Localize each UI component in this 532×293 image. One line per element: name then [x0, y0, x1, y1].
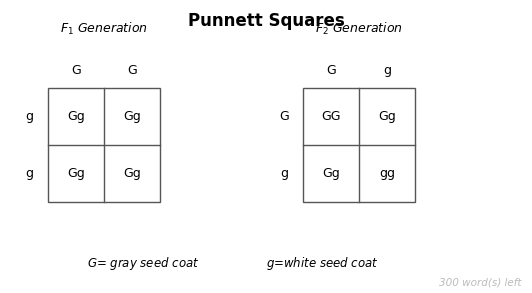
Text: G: G — [326, 64, 336, 77]
Text: $F_1$ Generation: $F_1$ Generation — [60, 21, 148, 37]
Bar — [303, 88, 415, 202]
Text: g: g — [25, 167, 34, 180]
Text: g: g — [280, 167, 289, 180]
Text: Punnett Squares: Punnett Squares — [188, 12, 344, 30]
Text: GG: GG — [321, 110, 341, 123]
Text: 300 word(s) left: 300 word(s) left — [439, 277, 521, 287]
Text: $g$=white seed coat: $g$=white seed coat — [266, 255, 379, 272]
Text: Gg: Gg — [123, 167, 140, 180]
Text: Gg: Gg — [322, 167, 340, 180]
Bar — [48, 88, 160, 202]
Text: g: g — [383, 64, 391, 77]
Text: Gg: Gg — [378, 110, 396, 123]
Text: $G$= gray seed coat: $G$= gray seed coat — [87, 255, 200, 272]
Text: g: g — [25, 110, 34, 123]
Text: Gg: Gg — [67, 110, 85, 123]
Text: gg: gg — [379, 167, 395, 180]
Text: G: G — [280, 110, 289, 123]
Text: G: G — [71, 64, 81, 77]
Text: Gg: Gg — [67, 167, 85, 180]
Text: Gg: Gg — [123, 110, 140, 123]
Text: G: G — [127, 64, 137, 77]
Text: $F_2$ Generation: $F_2$ Generation — [315, 21, 403, 37]
